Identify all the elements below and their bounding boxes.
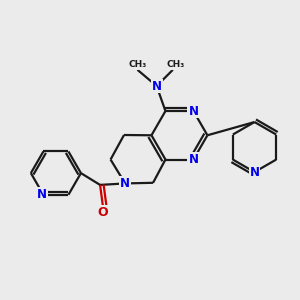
Text: N: N <box>188 105 198 118</box>
Text: O: O <box>98 206 108 219</box>
Text: N: N <box>250 166 260 178</box>
Text: CH₃: CH₃ <box>128 60 147 69</box>
Text: N: N <box>188 153 198 166</box>
Text: N: N <box>152 80 162 92</box>
Text: N: N <box>37 188 47 201</box>
Text: CH₃: CH₃ <box>167 60 185 69</box>
Text: N: N <box>120 177 130 190</box>
